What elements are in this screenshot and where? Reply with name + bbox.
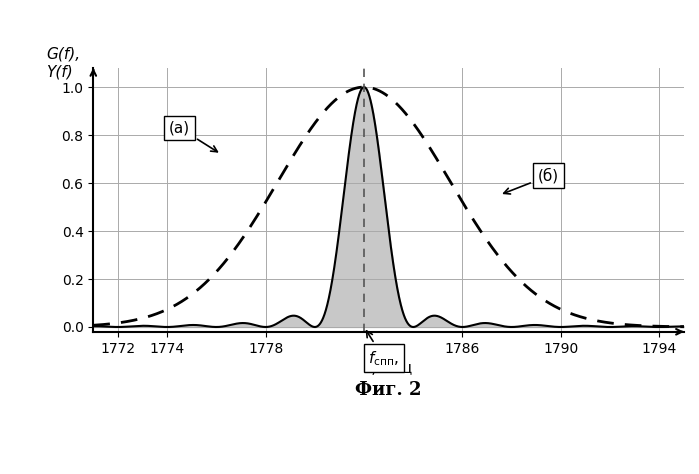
Text: (а): (а) [169,120,217,152]
Text: Фиг. 2: Фиг. 2 [355,381,422,399]
Text: $f_{\mathrm{спп}}$,: $f_{\mathrm{спп}}$, [366,331,399,367]
Text: (б): (б) [504,168,559,194]
Text: G(f),
Y(f): G(f), Y(f) [46,47,80,79]
X-axis label: f, мГц: f, мГц [366,361,412,376]
